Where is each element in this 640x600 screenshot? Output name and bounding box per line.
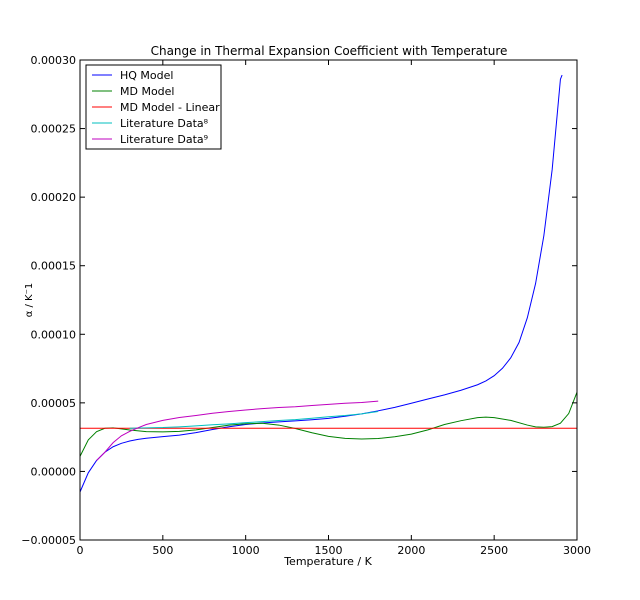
chart-title: Change in Thermal Expansion Coefficient …	[151, 44, 508, 58]
x-axis-label: Temperature / K	[283, 555, 372, 568]
x-tick-label: 500	[152, 544, 173, 557]
y-axis: −0.00005 0.00000 0.00005 0.00010 0.00015 0.00…	[21, 54, 577, 547]
y-tick-label: 0.00000	[31, 465, 77, 478]
legend-label: MD Model	[120, 85, 174, 98]
y-tick-label: 0.00025	[31, 123, 77, 136]
y-axis-label: α / K⁻1	[24, 283, 35, 318]
x-tick-label: 1500	[315, 544, 343, 557]
series-line-1	[79, 74, 563, 493]
x-tick-label: 1000	[232, 544, 260, 557]
x-tick-label: 3000	[563, 544, 591, 557]
legend-items: HQ Model MD Model MD Model - Linear Literat…	[92, 69, 220, 146]
plot-lines	[79, 74, 578, 493]
x-tick-label: 2500	[480, 544, 508, 557]
y-tick-label: 0.00010	[31, 328, 77, 341]
y-tick-label: 0.00015	[31, 260, 77, 273]
legend-label: HQ Model	[120, 69, 173, 82]
series-line-4	[129, 411, 379, 429]
legend-label: Literature Data⁸	[120, 117, 209, 130]
legend-label: MD Model - Linear	[120, 101, 220, 114]
legend: HQ Model MD Model MD Model - Linear Literat…	[85, 64, 222, 150]
x-tick-label: 0	[77, 544, 84, 557]
series-line-5	[96, 400, 379, 461]
legend-label: Literature Data⁹	[120, 133, 208, 146]
y-tick-label: 0.00005	[31, 397, 77, 410]
y-tick-label: −0.00005	[21, 534, 76, 547]
y-tick-label: 0.00030	[31, 54, 77, 67]
x-axis: 0 500 1000 1500 2000 2500 3000	[77, 60, 591, 557]
y-tick-label: 0.00020	[31, 191, 77, 204]
x-tick-label: 2000	[397, 544, 425, 557]
